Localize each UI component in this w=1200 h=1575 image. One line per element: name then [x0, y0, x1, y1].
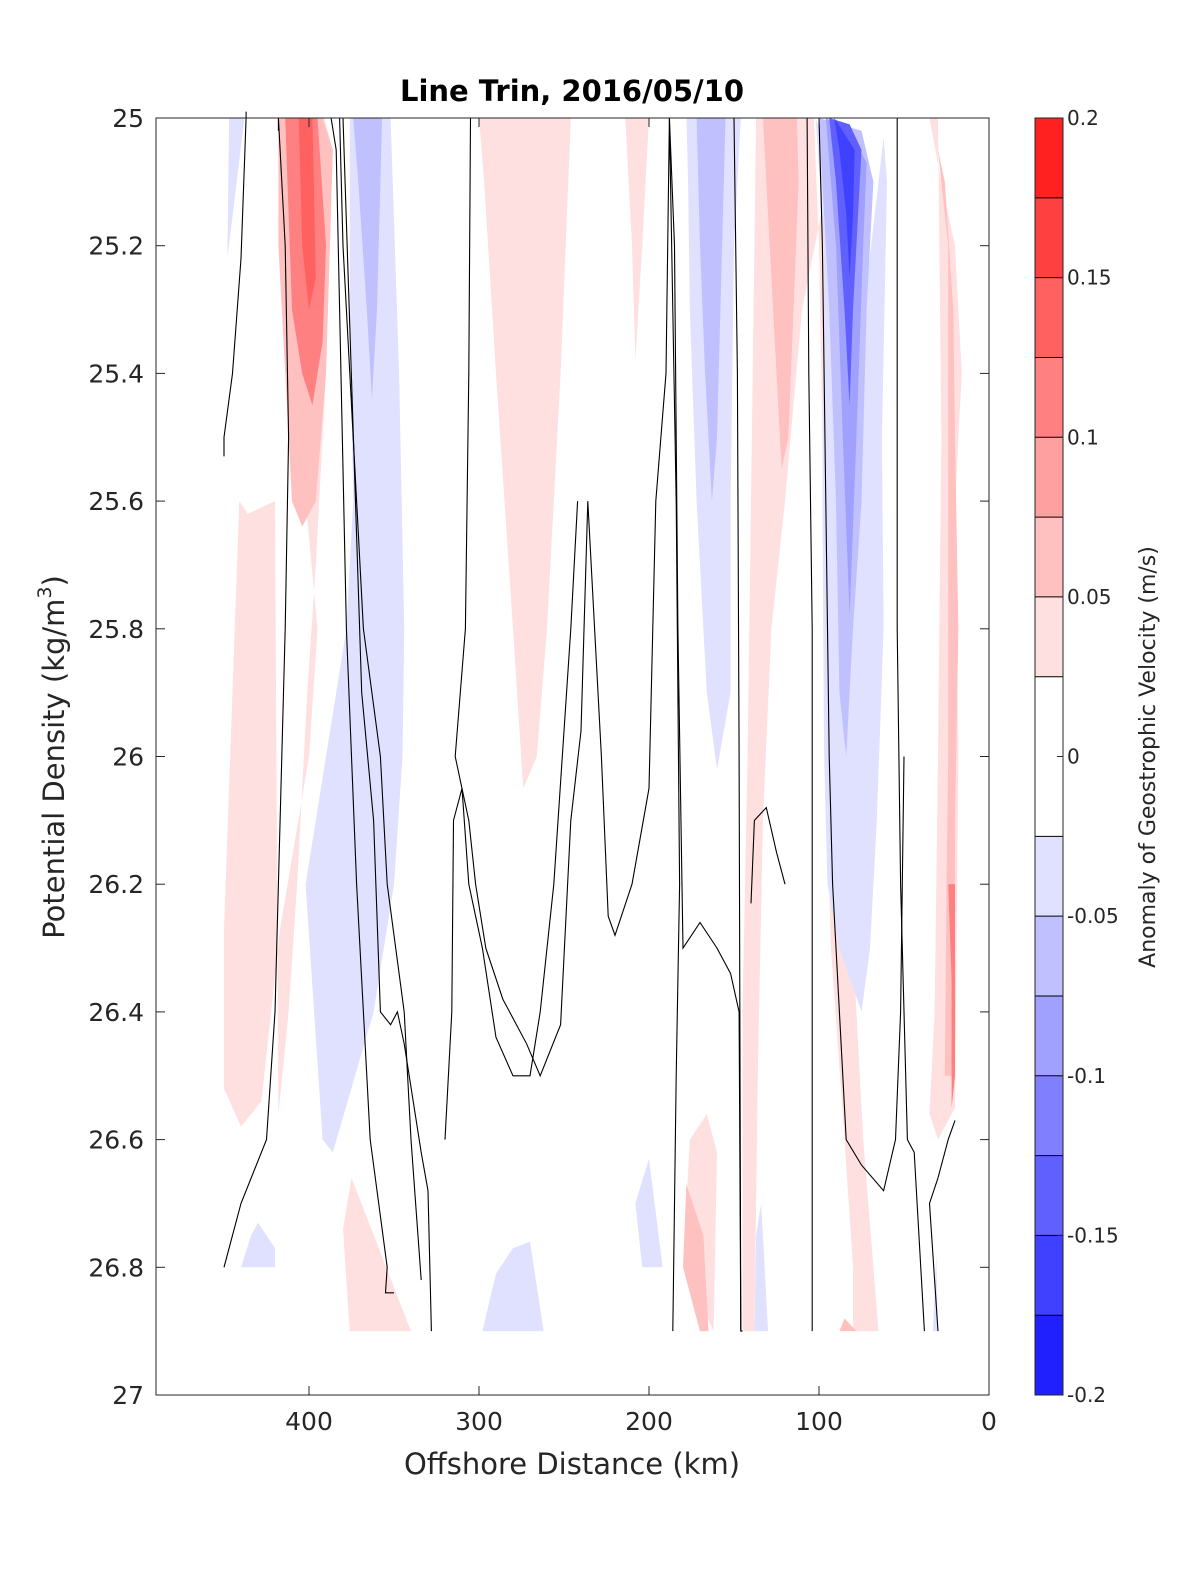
- anomaly-region-7: [479, 118, 571, 789]
- zero-contour-line-2: [330, 117, 394, 1294]
- zero-contour-layer: [223, 111, 956, 1332]
- anomaly-region-25: [834, 118, 855, 278]
- y-axis-label-main: Potential Density (kg/m: [37, 599, 71, 939]
- colorbar-bin-9: [1035, 517, 1063, 597]
- zero-contour-line-9: [750, 806, 786, 904]
- y-tick-label: 26.2: [88, 870, 144, 899]
- y-tick-label: 26.6: [88, 1126, 144, 1155]
- zero-contour-line-10: [806, 117, 813, 1332]
- zero-contour-line-4: [342, 117, 432, 1332]
- colorbar-tick-label: -0.2: [1067, 1383, 1106, 1407]
- colorbar-bin-12: [1035, 277, 1063, 358]
- anomaly-region-12: [241, 1222, 275, 1268]
- y-tick-label: 26: [112, 743, 144, 772]
- y-axis-label: Potential Density (kg/m3): [34, 575, 71, 939]
- colorbar-tick-label: 0.1: [1067, 425, 1099, 449]
- x-tick-label: 100: [795, 1407, 843, 1436]
- colorbar: -0.2 -0.15 -0.1 -0.05 0 0.05 0.1 0.15 0.2: [1034, 106, 1119, 1407]
- colorbar-tick-label: -0.1: [1067, 1064, 1106, 1088]
- anomaly-region-10: [482, 1241, 544, 1332]
- anomaly-region-16: [683, 1184, 709, 1332]
- colorbar-bin-10: [1035, 437, 1063, 518]
- anomaly-region-9: [343, 1177, 411, 1332]
- colorbar-bin-2: [1035, 1155, 1063, 1236]
- x-tick-label: 200: [625, 1407, 673, 1436]
- anomaly-region-19: [762, 118, 799, 470]
- anomaly-fill-layer: [224, 118, 962, 1332]
- anomaly-region-17: [754, 1203, 768, 1332]
- x-axis-ticks: 400 300 200 100 0: [285, 118, 997, 1436]
- y-tick-label: 25.2: [88, 232, 144, 261]
- x-tick-label: 400: [285, 1407, 333, 1436]
- colorbar-bin-13: [1035, 197, 1063, 278]
- colorbar-bin-3: [1035, 1075, 1063, 1156]
- anomaly-region-18: [742, 118, 879, 1332]
- anomaly-region-14: [696, 118, 726, 502]
- x-tick-label: 300: [455, 1407, 503, 1436]
- zero-contour-line-13: [928, 1120, 956, 1332]
- y-tick-label: 26.4: [88, 998, 144, 1027]
- colorbar-label: Anomaly of Geostrophic Velocity (m/s): [1136, 546, 1161, 968]
- y-axis-label-superscript: 3: [34, 586, 56, 598]
- colorbar-tick-label: -0.15: [1067, 1223, 1119, 1247]
- colorbar-tick-label: 0.2: [1067, 106, 1099, 130]
- zero-contour-line-1: [223, 111, 247, 457]
- y-tick-label: 25.4: [88, 359, 144, 388]
- colorbar-tick-label: 0.05: [1067, 585, 1112, 609]
- anomaly-region-5: [305, 118, 405, 1153]
- zero-contour-line-12: [896, 118, 925, 1332]
- anomaly-region-20: [839, 1318, 857, 1332]
- colorbar-tick-label: -0.05: [1067, 904, 1119, 928]
- colorbar-bin-14: [1035, 118, 1063, 198]
- anomaly-region-8: [625, 118, 649, 361]
- y-tick-label: 25.6: [88, 487, 144, 516]
- y-tick-label: 25.8: [88, 615, 144, 644]
- anomaly-region-27: [938, 149, 959, 1076]
- y-tick-label: 27: [112, 1381, 144, 1410]
- y-axis-ticks: 25 25.2 25.4 25.6 25.8 26 26.2 26.4 26.6 26.8 27: [88, 104, 989, 1410]
- zero-contour-line-3: [339, 117, 422, 1281]
- anomaly-region-4: [298, 118, 316, 310]
- zero-contour-line-7: [668, 117, 681, 1332]
- colorbar-tick-label: 0: [1067, 745, 1080, 769]
- y-axis-label-close: ): [37, 575, 71, 586]
- x-axis-label: Offshore Distance (km): [404, 1447, 740, 1481]
- zero-contour-line-6: [444, 501, 579, 1140]
- zero-contour-line-0: [223, 117, 290, 1268]
- anomaly-region-11: [635, 1158, 663, 1268]
- colorbar-bin-6: [1035, 836, 1063, 917]
- zero-contour-line-11: [818, 117, 905, 1192]
- anomaly-region-6: [353, 118, 383, 399]
- y-tick-label: 25: [112, 104, 144, 133]
- colorbar-bin-8: [1035, 596, 1063, 677]
- colorbar-bin-4: [1035, 995, 1063, 1076]
- y-tick-label: 26.8: [88, 1253, 144, 1282]
- anomaly-region-28: [948, 884, 955, 1108]
- x-tick-label: 0: [981, 1407, 997, 1436]
- zero-contour-line-8: [733, 117, 743, 1332]
- colorbar-tick-label: 0.15: [1067, 266, 1112, 290]
- colorbar-bin-0: [1035, 1315, 1063, 1395]
- anomaly-region-0: [227, 118, 245, 259]
- chart-title: Line Trin, 2016/05/10: [400, 74, 744, 108]
- colorbar-bin-11: [1035, 357, 1063, 438]
- colorbar-bin-1: [1035, 1235, 1063, 1316]
- zero-contour-line-5: [454, 117, 742, 1332]
- colorbar-bin-5: [1035, 916, 1063, 996]
